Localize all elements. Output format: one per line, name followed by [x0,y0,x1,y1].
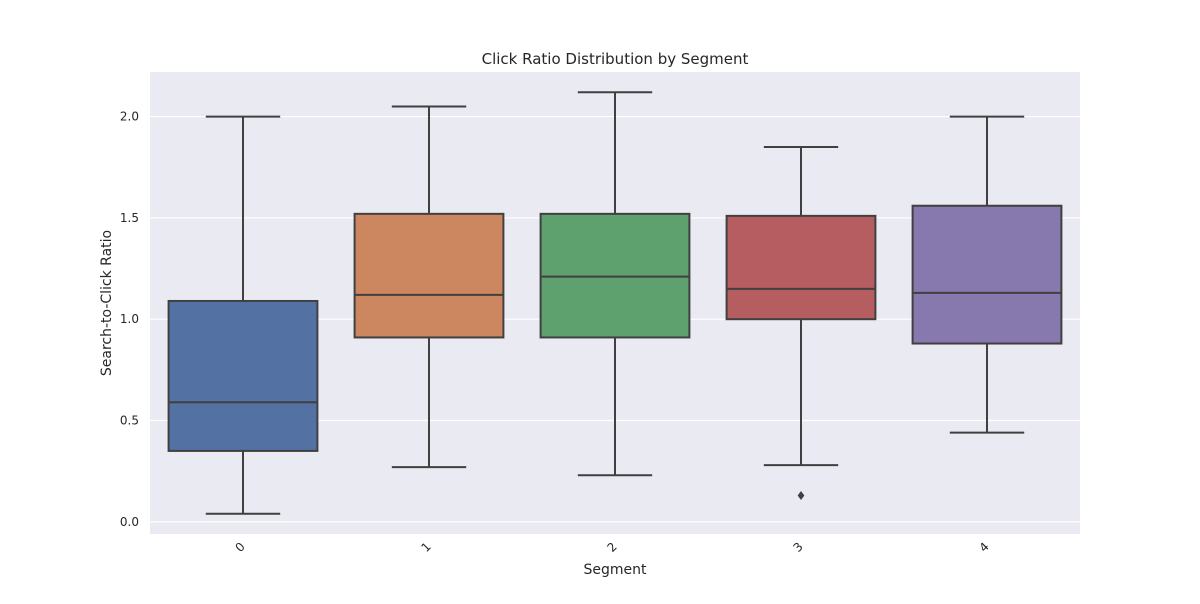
x-tick-label: 3 [791,540,806,555]
y-axis-ticks: 0.0 0.5 1.0 1.5 2.0 [120,110,139,529]
x-tick-label: 2 [605,540,620,555]
box-body [353,212,505,339]
outlier-marker [797,491,805,500]
x-axis-title: Segment [584,562,648,578]
box-0 [167,115,319,515]
x-axis-ticks: 0 1 2 3 4 [233,540,992,555]
box-body [911,204,1063,345]
y-tick-label: 0.5 [120,414,139,428]
x-tick-label: 1 [419,540,434,555]
box-4 [911,115,1063,434]
chart-title: Click Ratio Distribution by Segment [482,50,749,68]
y-tick-label: 1.5 [120,211,139,225]
box-3 [725,145,877,500]
box-1 [353,105,505,469]
box-2 [539,91,691,477]
box-body [539,212,691,339]
boxes [167,91,1063,515]
y-tick-label: 1.0 [120,312,139,326]
box-body [725,214,877,321]
box-body [167,299,319,452]
y-axis-title: Search-to-Click Ratio [99,230,115,376]
x-tick-label: 4 [977,540,992,555]
y-tick-label: 0.0 [120,515,139,529]
x-tick-label: 0 [233,540,248,555]
y-tick-label: 2.0 [120,110,139,124]
